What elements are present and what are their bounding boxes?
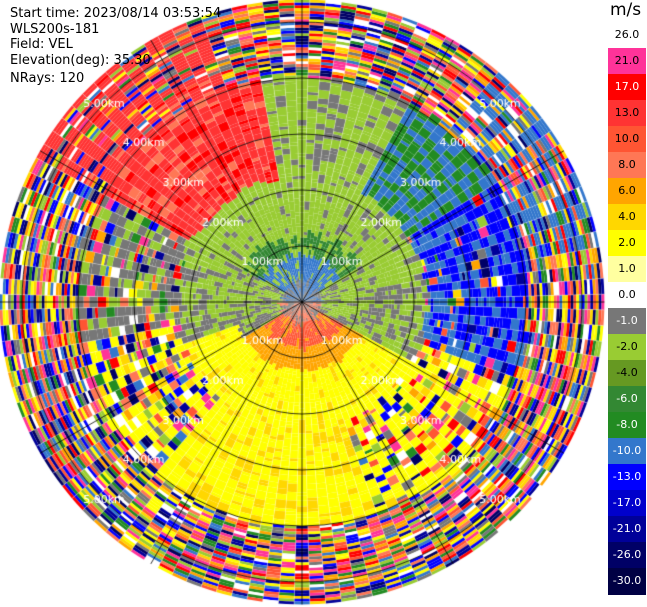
colorbar-tick-label: 2.0 [618,236,636,249]
colorbar-segment [608,464,646,491]
colorbar-segment [608,542,646,569]
colorbar-segment [608,568,646,595]
colorbar-tick-label: -13.0 [612,470,642,483]
colorbar-segment [608,282,646,309]
nrays-label: NRays: 120 [10,71,85,86]
colorbar-segment [608,256,646,283]
colorbar-tick-label: 4.0 [618,210,636,223]
colorbar: 26.0 21.0 17.0 13.0 10.0 8.0 6.0 4.0 2.0 1.0 0.0 -1… [608,22,646,595]
colorbar-segment [608,490,646,517]
colorbar-segment [608,334,646,361]
field-label: Field: VEL [10,37,73,52]
colorbar-tick-label: -1.0 [616,314,638,327]
colorbar-segment [608,516,646,543]
colorbar-title: m/s [610,0,642,20]
colorbar-tick-label: -4.0 [616,366,638,379]
colorbar-tick-label: 10.0 [614,132,640,145]
colorbar-segment [608,74,646,101]
colorbar-segment [608,386,646,413]
colorbar-segment [608,360,646,387]
colorbar-tick-label: 21.0 [614,54,640,67]
colorbar-segment [608,204,646,231]
colorbar-tick-label: 6.0 [618,184,636,197]
colorbar-tick-label: -6.0 [616,392,638,405]
colorbar-tick-label: 26.0 [614,28,640,41]
colorbar-tick-label: -30.0 [612,574,642,587]
colorbar-segment [608,412,646,439]
colorbar-segment [608,308,646,335]
colorbar-tick-label: 13.0 [614,106,640,119]
colorbar-segment [608,126,646,153]
colorbar-tick-label: -21.0 [612,522,642,535]
start-time-label: Start time: 2023/08/14 03:53:54 [10,6,222,21]
colorbar-segment [608,22,646,49]
colorbar-segment [608,438,646,465]
colorbar-tick-label: -10.0 [612,444,642,457]
colorbar-tick-label: 17.0 [614,80,640,93]
colorbar-segment [608,152,646,179]
instrument-label: WLS200s-181 [10,22,100,37]
colorbar-tick-label: -17.0 [612,496,642,509]
colorbar-tick-label: -2.0 [616,340,638,353]
colorbar-tick-label: -26.0 [612,548,642,561]
colorbar-tick-label: -8.0 [616,418,638,431]
colorbar-tick-label: 0.0 [618,288,636,301]
colorbar-segment [608,230,646,257]
colorbar-tick-label: 1.0 [618,262,636,275]
colorbar-segment [608,178,646,205]
elevation-label: Elevation(deg): 35.30 [10,53,151,68]
colorbar-segment [608,48,646,75]
colorbar-segment [608,100,646,127]
colorbar-tick-label: 8.0 [618,158,636,171]
